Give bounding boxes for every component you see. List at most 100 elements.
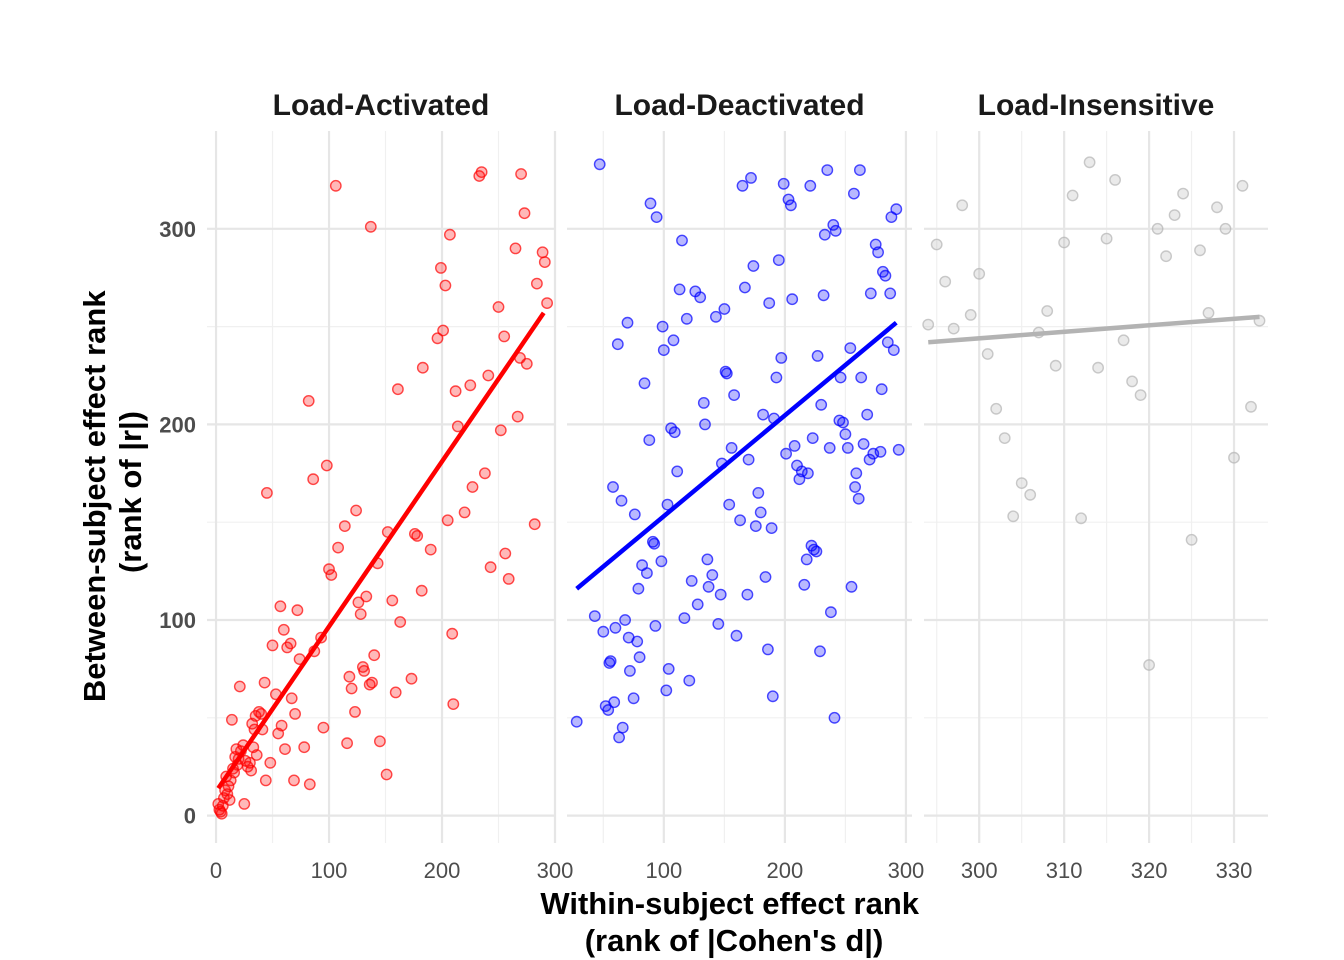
- data-point: [518, 207, 531, 220]
- data-point: [258, 676, 271, 689]
- data-point: [884, 287, 897, 300]
- data-point: [1058, 236, 1071, 249]
- x-tick-label: 300: [537, 858, 574, 883]
- data-point: [515, 168, 527, 180]
- y-axis-title: Between-subject effect rank (rank of |r|…: [77, 282, 148, 702]
- data-point: [352, 596, 365, 609]
- data-point: [364, 220, 377, 233]
- data-point: [701, 553, 714, 566]
- data-point: [782, 193, 795, 206]
- data-point: [1134, 389, 1147, 401]
- x-tick-label: 320: [1131, 858, 1168, 883]
- data-point: [1049, 359, 1062, 372]
- data-point: [277, 623, 290, 636]
- data-point: [752, 486, 765, 499]
- data-point: [458, 506, 471, 519]
- data-point: [770, 371, 783, 384]
- data-point: [875, 383, 888, 396]
- data-point: [777, 177, 790, 190]
- data-point: [602, 704, 615, 716]
- x-axis-title-line-2: (rank of |Cohen's d|): [585, 923, 884, 958]
- data-point: [800, 553, 813, 566]
- data-point: [815, 398, 828, 411]
- data-point: [720, 367, 733, 380]
- data-point: [528, 518, 541, 531]
- data-point: [834, 371, 847, 384]
- data-point: [366, 676, 378, 689]
- data-point: [405, 672, 418, 685]
- data-point: [854, 164, 866, 177]
- data-point: [998, 432, 1011, 444]
- data-point: [660, 684, 673, 697]
- data-point: [736, 179, 749, 192]
- data-point: [411, 530, 424, 542]
- data-point: [990, 402, 1003, 415]
- data-point: [649, 620, 662, 632]
- data-point: [520, 357, 533, 370]
- data-point: [303, 778, 316, 791]
- data-point: [818, 228, 831, 241]
- data-point: [947, 322, 960, 335]
- data-point: [766, 690, 779, 703]
- data-point: [588, 610, 601, 622]
- data-point: [320, 459, 333, 472]
- data-point: [712, 618, 725, 630]
- regression-line: [928, 314, 1260, 345]
- data-point: [874, 445, 887, 458]
- data-point: [607, 481, 619, 493]
- data-point: [668, 426, 681, 439]
- data-point: [775, 351, 788, 364]
- data-point: [739, 281, 751, 294]
- data-point: [930, 238, 943, 251]
- data-point: [434, 261, 447, 274]
- data-point: [892, 443, 905, 456]
- data-point: [845, 580, 858, 593]
- data-point: [616, 721, 629, 734]
- data-point: [648, 537, 661, 550]
- data-point: [747, 260, 760, 272]
- scatter-points: [212, 166, 553, 820]
- data-point: [225, 713, 238, 726]
- y-axis-ticks: 0 100 200 300: [159, 217, 196, 829]
- data-point: [644, 197, 657, 210]
- data-point: [1092, 361, 1105, 374]
- data-point: [223, 794, 236, 806]
- y-tick-label: 200: [159, 412, 196, 437]
- data-point: [1007, 510, 1020, 523]
- data-point: [264, 756, 277, 769]
- data-point: [680, 312, 693, 325]
- data-point: [1117, 334, 1130, 347]
- facet-strip-title: Load-Deactivated: [614, 89, 864, 122]
- data-point: [466, 481, 479, 493]
- data-point: [424, 543, 437, 556]
- data-point: [1066, 189, 1079, 202]
- data-point: [749, 520, 762, 532]
- x-tick-label: 330: [1216, 858, 1253, 883]
- data-point: [964, 308, 977, 321]
- data-point: [447, 698, 460, 710]
- data-point: [718, 303, 731, 315]
- data-point: [464, 379, 477, 392]
- data-point: [291, 604, 304, 617]
- data-point: [250, 749, 263, 761]
- data-point: [694, 291, 707, 304]
- facet-panel: 100 200 300 Load-Deactivated: [567, 89, 924, 883]
- data-point: [1219, 222, 1232, 235]
- facet-panels: 0 100 200 300 Load-Activated 100 200 300 Load-De…: [207, 89, 1268, 883]
- x-tick-label: 100: [311, 858, 348, 883]
- data-point: [338, 520, 351, 532]
- data-point: [844, 342, 857, 354]
- data-point: [593, 158, 606, 171]
- x-tick-label: 0: [210, 858, 222, 883]
- data-point: [391, 383, 404, 396]
- data-point: [697, 396, 710, 409]
- regression-line: [575, 320, 898, 591]
- data-point: [538, 256, 551, 268]
- data-point: [345, 682, 358, 695]
- data-point: [742, 453, 755, 466]
- data-point: [887, 344, 900, 356]
- data-point: [804, 179, 817, 192]
- data-point: [817, 289, 830, 302]
- data-point: [850, 467, 863, 480]
- regression-line: [216, 311, 546, 790]
